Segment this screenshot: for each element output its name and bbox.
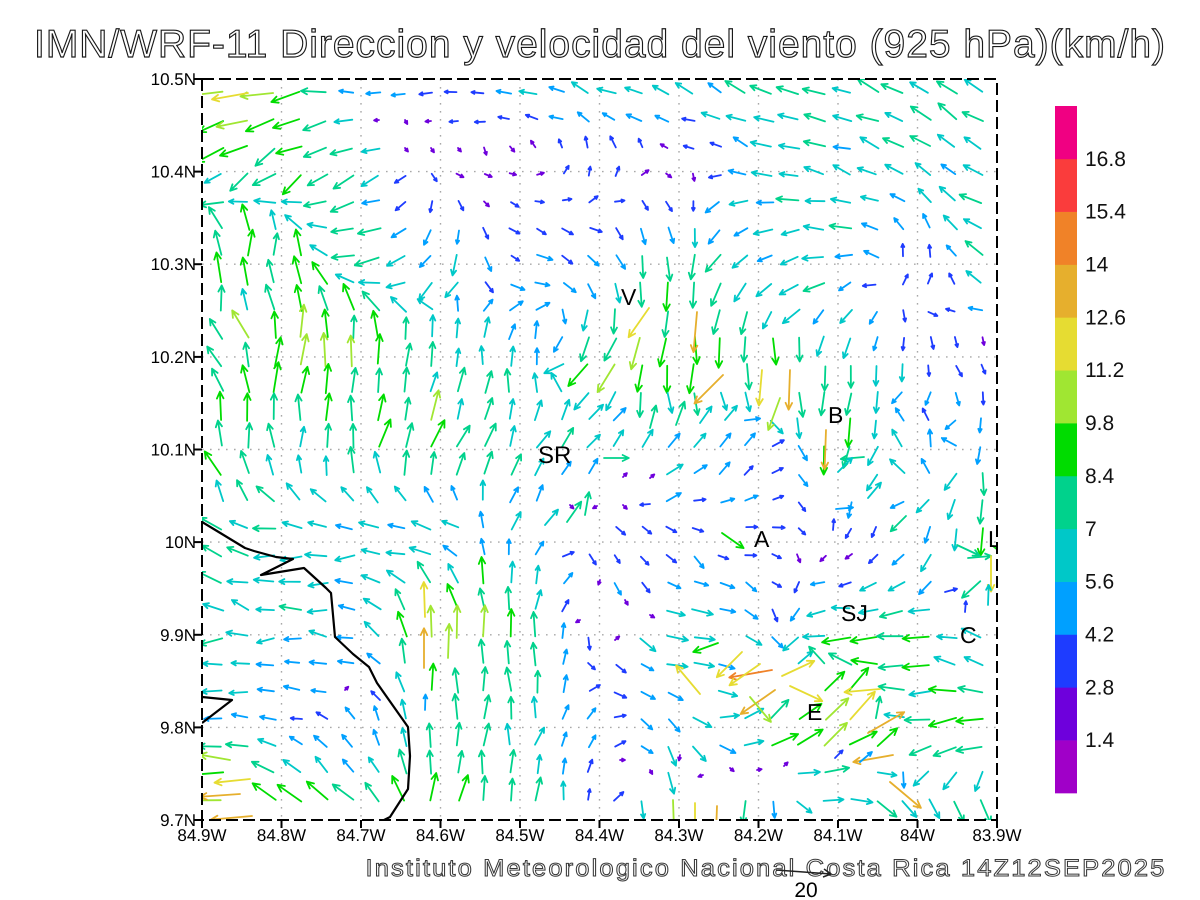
svg-text:14: 14	[1085, 254, 1109, 277]
svg-text:V: V	[621, 284, 637, 310]
svg-text:10.2N: 10.2N	[151, 348, 196, 367]
svg-text:11.2: 11.2	[1085, 359, 1124, 382]
svg-text:84.7W: 84.7W	[336, 826, 385, 845]
svg-text:10.4N: 10.4N	[151, 163, 196, 182]
svg-text:A: A	[754, 526, 770, 552]
svg-text:10N: 10N	[165, 533, 196, 552]
svg-text:84.5W: 84.5W	[495, 826, 544, 845]
svg-text:10.5N: 10.5N	[151, 70, 196, 89]
svg-text:84.4W: 84.4W	[575, 826, 624, 845]
svg-text:10.3N: 10.3N	[151, 255, 196, 274]
svg-text:15.4: 15.4	[1085, 201, 1126, 224]
svg-text:Instituto Meteorologico Nacion: Instituto Meteorologico Nacional Costa R…	[366, 855, 1167, 882]
svg-text:16.8: 16.8	[1085, 148, 1126, 171]
svg-text:84.6W: 84.6W	[416, 826, 465, 845]
svg-text:5.6: 5.6	[1085, 571, 1114, 594]
svg-text:7: 7	[1085, 518, 1097, 541]
svg-text:9.8: 9.8	[1085, 412, 1114, 435]
svg-text:84.9W: 84.9W	[177, 826, 226, 845]
svg-text:9.7N: 9.7N	[160, 811, 196, 830]
svg-text:9.9N: 9.9N	[160, 626, 196, 645]
svg-text:12.6: 12.6	[1085, 306, 1126, 329]
svg-text:SJ: SJ	[841, 600, 868, 626]
svg-text:L: L	[988, 526, 1001, 552]
svg-text:84.3W: 84.3W	[654, 826, 703, 845]
svg-text:E: E	[807, 699, 822, 725]
svg-text:20: 20	[794, 879, 817, 900]
svg-text:C: C	[960, 622, 977, 648]
svg-text:8.4: 8.4	[1085, 465, 1115, 488]
svg-text:1.4: 1.4	[1085, 729, 1115, 752]
svg-text:IMN/WRF-11 Direccion y velocid: IMN/WRF-11 Direccion y velocidad del vie…	[34, 23, 1166, 66]
svg-text:4.2: 4.2	[1085, 624, 1114, 647]
svg-text:84.8W: 84.8W	[257, 826, 306, 845]
svg-text:SR: SR	[538, 442, 571, 469]
svg-text:84W: 84W	[900, 826, 935, 845]
svg-text:84.1W: 84.1W	[813, 826, 862, 845]
svg-text:83.9W: 83.9W	[972, 826, 1021, 845]
svg-text:B: B	[828, 402, 843, 428]
svg-text:9.8N: 9.8N	[160, 718, 196, 737]
svg-text:84.2W: 84.2W	[734, 826, 783, 845]
svg-text:2.8: 2.8	[1085, 676, 1114, 699]
svg-text:10.1N: 10.1N	[151, 441, 196, 460]
